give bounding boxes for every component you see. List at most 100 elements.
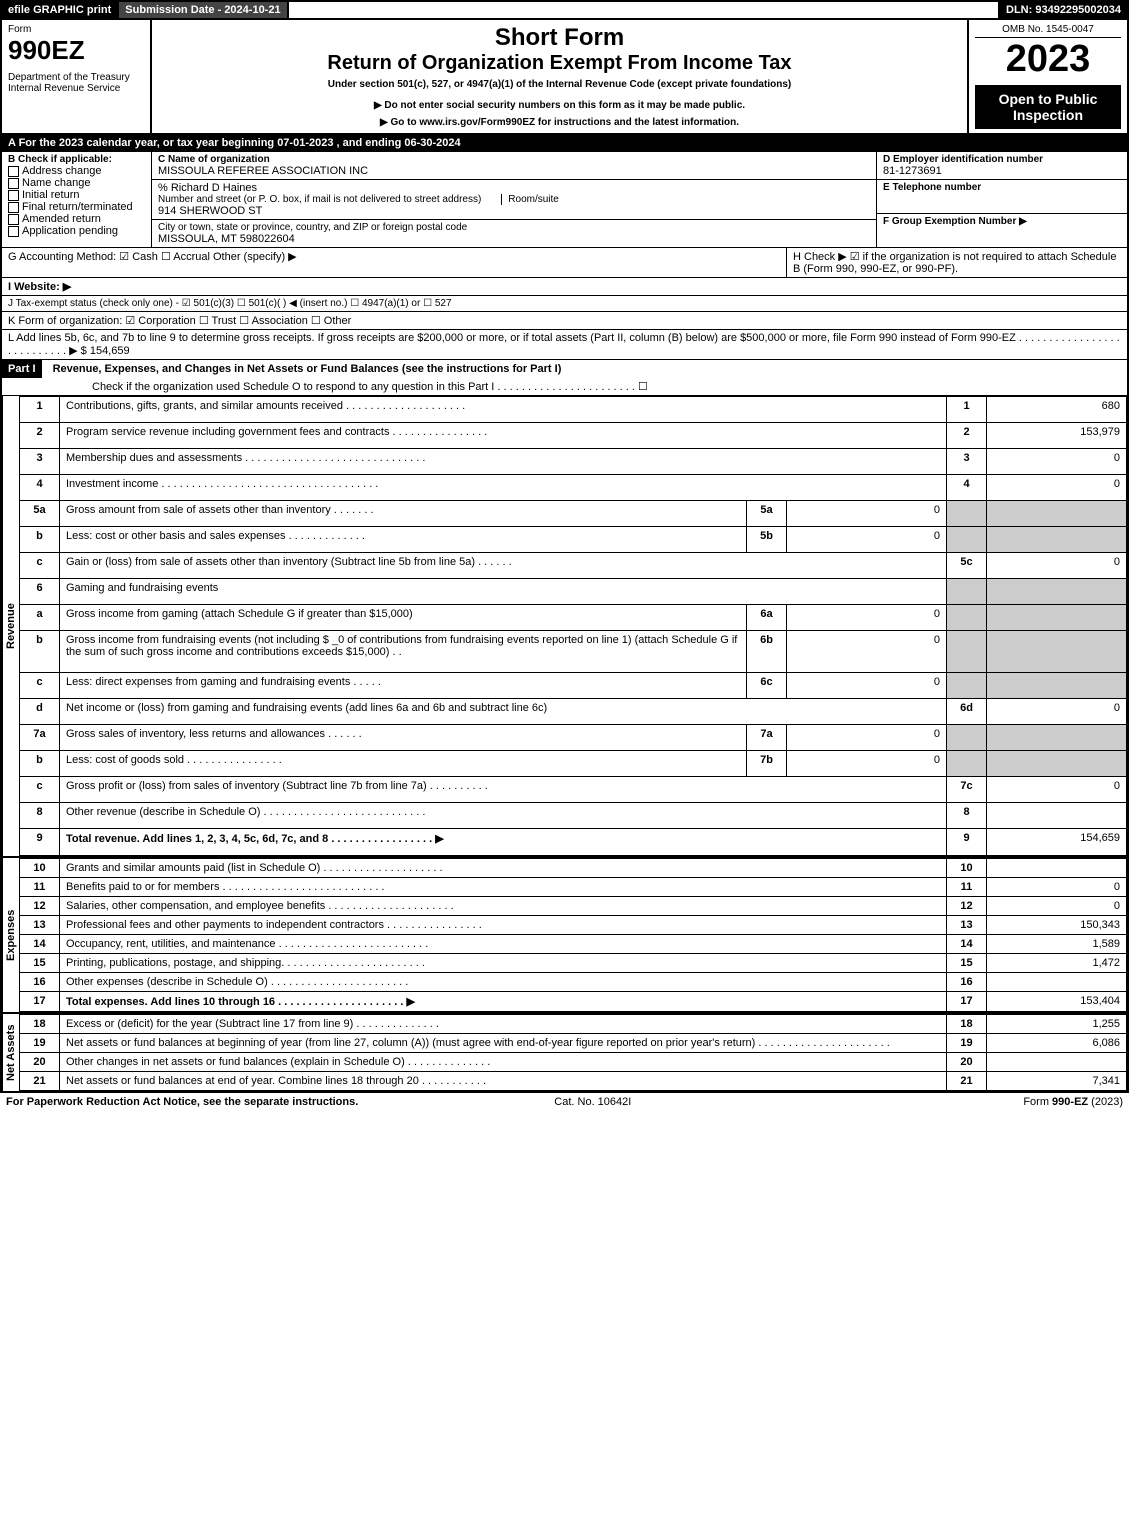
footer-left: For Paperwork Reduction Act Notice, see … <box>6 1096 358 1108</box>
ssn-warning: ▶ Do not enter social security numbers o… <box>158 100 961 111</box>
line-amount: 0 <box>987 897 1127 916</box>
line-number: b <box>20 630 60 672</box>
line-amount: 1,255 <box>987 1015 1127 1034</box>
line-description: Gain or (loss) from sale of assets other… <box>60 552 947 578</box>
efile-link[interactable]: efile GRAPHIC print <box>2 2 119 18</box>
line-h: H Check ▶ ☑ if the organization is not r… <box>787 248 1127 277</box>
line-ref: 4 <box>947 474 987 500</box>
line-amount <box>987 802 1127 828</box>
line-description: Total revenue. Add lines 1, 2, 3, 4, 5c,… <box>60 828 947 855</box>
line-amount: 6,086 <box>987 1034 1127 1053</box>
line-row: 20Other changes in net assets or fund ba… <box>20 1053 1127 1072</box>
check-application-pending[interactable]: Application pending <box>8 225 145 237</box>
form-number: 990EZ <box>8 35 144 66</box>
line-row: cGain or (loss) from sale of assets othe… <box>20 552 1127 578</box>
check-amended[interactable]: Amended return <box>8 213 145 225</box>
gray-cell <box>987 724 1127 750</box>
subline-amount: 0 <box>787 724 947 750</box>
gray-cell <box>947 724 987 750</box>
line-description: Benefits paid to or for members . . . . … <box>60 878 947 897</box>
line-description: Professional fees and other payments to … <box>60 916 947 935</box>
line-ref: 18 <box>947 1015 987 1034</box>
line-description: Salaries, other compensation, and employ… <box>60 897 947 916</box>
line-description: Gross sales of inventory, less returns a… <box>60 724 747 750</box>
gray-cell <box>987 750 1127 776</box>
part-i-header: Part I Revenue, Expenses, and Changes in… <box>2 360 1127 396</box>
form-label: Form <box>8 24 144 35</box>
line-amount: 1,472 <box>987 954 1127 973</box>
gray-cell <box>947 500 987 526</box>
line-row: 14Occupancy, rent, utilities, and mainte… <box>20 935 1127 954</box>
gray-cell <box>947 604 987 630</box>
line-row: 9Total revenue. Add lines 1, 2, 3, 4, 5c… <box>20 828 1127 855</box>
subline-amount: 0 <box>787 672 947 698</box>
line-description: Gross income from gaming (attach Schedul… <box>60 604 747 630</box>
line-description: Net assets or fund balances at beginning… <box>60 1034 947 1053</box>
line-row: aGross income from gaming (attach Schedu… <box>20 604 1127 630</box>
line-number: 17 <box>20 992 60 1012</box>
line-ref: 19 <box>947 1034 987 1053</box>
gray-cell <box>987 578 1127 604</box>
line-number: 1 <box>20 397 60 423</box>
footer-center: Cat. No. 10642I <box>554 1096 631 1108</box>
line-description: Contributions, gifts, grants, and simila… <box>60 397 947 423</box>
line-description: Gross amount from sale of assets other t… <box>60 500 747 526</box>
ein: 81-1273691 <box>883 165 1121 177</box>
subline-ref: 5a <box>747 500 787 526</box>
goto-link[interactable]: ▶ Go to www.irs.gov/Form990EZ for instru… <box>158 117 961 128</box>
line-ref: 5c <box>947 552 987 578</box>
line-description: Investment income . . . . . . . . . . . … <box>60 474 947 500</box>
line-ref: 17 <box>947 992 987 1012</box>
line-number: d <box>20 698 60 724</box>
line-i: I Website: ▶ <box>2 278 1127 296</box>
b-label: B Check if applicable: <box>8 154 145 165</box>
line-row: 3Membership dues and assessments . . . .… <box>20 448 1127 474</box>
line-row: 13Professional fees and other payments t… <box>20 916 1127 935</box>
f-label: F Group Exemption Number ▶ <box>883 216 1121 227</box>
line-row: 19Net assets or fund balances at beginni… <box>20 1034 1127 1053</box>
line-description: Gross profit or (loss) from sales of inv… <box>60 776 947 802</box>
line-description: Excess or (deficit) for the year (Subtra… <box>60 1015 947 1034</box>
subline-amount: 0 <box>787 750 947 776</box>
subline-ref: 6b <box>747 630 787 672</box>
line-description: Less: cost of goods sold . . . . . . . .… <box>60 750 747 776</box>
line-l: L Add lines 5b, 6c, and 7b to line 9 to … <box>2 330 1127 360</box>
check-final-return[interactable]: Final return/terminated <box>8 201 145 213</box>
line-amount: 680 <box>987 397 1127 423</box>
line-row: 2Program service revenue including gover… <box>20 422 1127 448</box>
line-ref: 16 <box>947 973 987 992</box>
line-row: 16Other expenses (describe in Schedule O… <box>20 973 1127 992</box>
line-description: Membership dues and assessments . . . . … <box>60 448 947 474</box>
subline-ref: 6a <box>747 604 787 630</box>
subtitle: Under section 501(c), 527, or 4947(a)(1)… <box>158 79 961 90</box>
line-description: Printing, publications, postage, and shi… <box>60 954 947 973</box>
expenses-table: 10Grants and similar amounts paid (list … <box>19 858 1127 1012</box>
line-k: K Form of organization: ☑ Corporation ☐ … <box>2 312 1127 330</box>
line-amount <box>987 973 1127 992</box>
line-row: 15Printing, publications, postage, and s… <box>20 954 1127 973</box>
line-row: 12Salaries, other compensation, and empl… <box>20 897 1127 916</box>
line-row: 8Other revenue (describe in Schedule O) … <box>20 802 1127 828</box>
line-ref: 2 <box>947 422 987 448</box>
line-row: 7aGross sales of inventory, less returns… <box>20 724 1127 750</box>
check-initial-return[interactable]: Initial return <box>8 189 145 201</box>
street-label: Number and street (or P. O. box, if mail… <box>158 194 481 205</box>
line-row: 10Grants and similar amounts paid (list … <box>20 859 1127 878</box>
line-row: 21Net assets or fund balances at end of … <box>20 1072 1127 1091</box>
line-row: 17Total expenses. Add lines 10 through 1… <box>20 992 1127 1012</box>
return-title: Return of Organization Exempt From Incom… <box>158 52 961 75</box>
d-label: D Employer identification number <box>883 154 1121 165</box>
org-name: MISSOULA REFEREE ASSOCIATION INC <box>158 165 870 177</box>
e-label: E Telephone number <box>883 182 1121 193</box>
check-name-change[interactable]: Name change <box>8 177 145 189</box>
line-description: Net assets or fund balances at end of ye… <box>60 1072 947 1091</box>
check-address-change[interactable]: Address change <box>8 165 145 177</box>
line-number: c <box>20 776 60 802</box>
footer-right: Form 990-EZ (2023) <box>1023 1096 1123 1108</box>
line-row: 5aGross amount from sale of assets other… <box>20 500 1127 526</box>
subline-amount: 0 <box>787 526 947 552</box>
line-description: Total expenses. Add lines 10 through 16 … <box>60 992 947 1012</box>
line-ref: 20 <box>947 1053 987 1072</box>
line-number: 8 <box>20 802 60 828</box>
form-container: efile GRAPHIC print Submission Date - 20… <box>0 0 1129 1093</box>
